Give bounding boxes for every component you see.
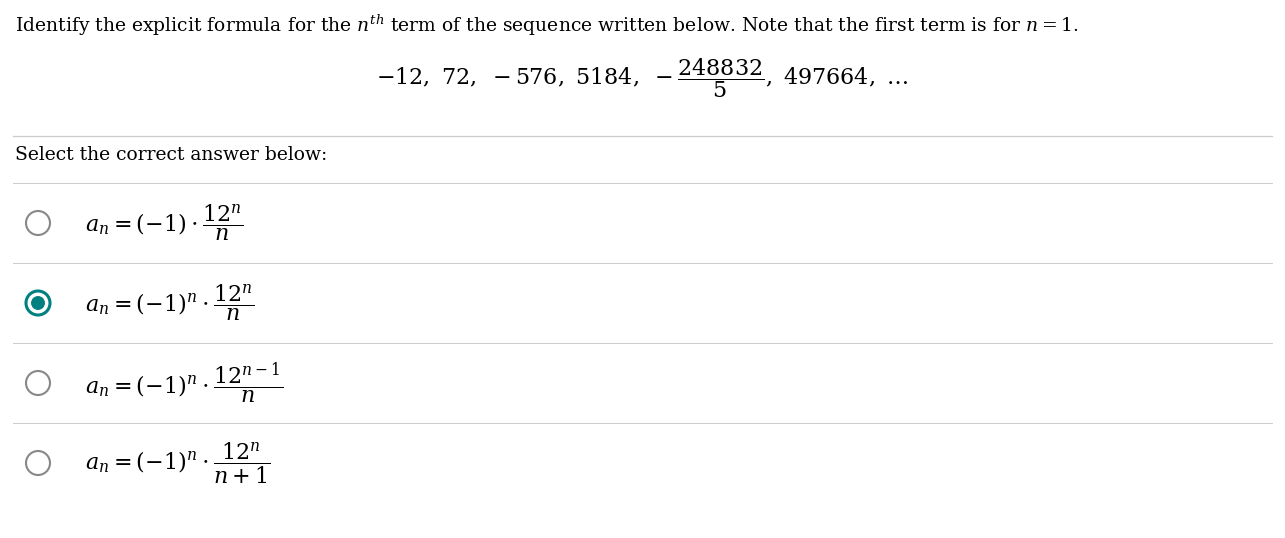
Circle shape	[32, 297, 44, 309]
Text: $a_n = (-1) \cdot \dfrac{12^{n}}{n}$: $a_n = (-1) \cdot \dfrac{12^{n}}{n}$	[85, 203, 243, 243]
Text: Select the correct answer below:: Select the correct answer below:	[15, 146, 328, 164]
Text: $a_n = (-1)^{n} \cdot \dfrac{12^{n}}{n}$: $a_n = (-1)^{n} \cdot \dfrac{12^{n}}{n}$	[85, 282, 254, 323]
Text: $-12, \ 72, \ -576, \ 5184, \ -\dfrac{248832}{5}, \ 497664, \ \ldots$: $-12, \ 72, \ -576, \ 5184, \ -\dfrac{24…	[377, 56, 908, 100]
Text: $a_n = (-1)^{n} \cdot \dfrac{12^{n}}{n+1}$: $a_n = (-1)^{n} \cdot \dfrac{12^{n}}{n+1…	[85, 440, 271, 486]
Text: $a_n = (-1)^{n} \cdot \dfrac{12^{n-1}}{n}$: $a_n = (-1)^{n} \cdot \dfrac{12^{n-1}}{n…	[85, 360, 283, 406]
Text: Identify the explicit formula for the $n^{th}$ term of the sequence written belo: Identify the explicit formula for the $n…	[15, 13, 1078, 38]
